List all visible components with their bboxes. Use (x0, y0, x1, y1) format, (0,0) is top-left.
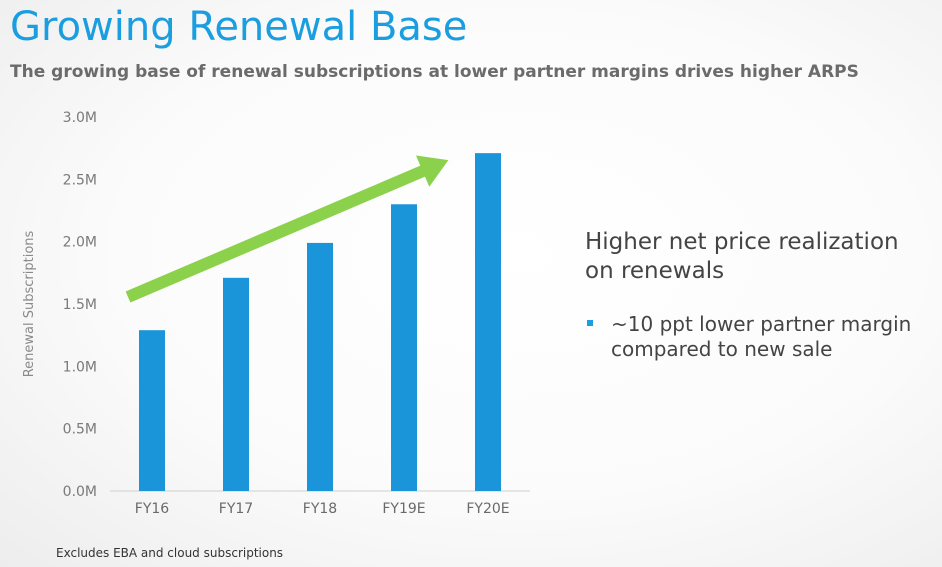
y-tick-label: 1.5M (63, 297, 97, 313)
y-tick-label: 3.0M (63, 110, 97, 126)
bar-fy17 (223, 277, 249, 491)
y-tick-label: 2.5M (63, 172, 97, 188)
bullet-square-icon (587, 320, 593, 326)
x-tick-label: FY18 (303, 501, 337, 517)
bullet-text: ~10 ppt lower partner margin compared to… (611, 312, 941, 362)
x-tick-label: FY16 (135, 501, 170, 517)
x-tick-labels: FY16 FY17 FY18 FY19E FY20E (135, 501, 510, 517)
y-tick-label: 2.0M (63, 235, 97, 251)
y-tick-label: 0.5M (63, 422, 97, 438)
bar-fy19e (391, 204, 417, 491)
callout-heading-line-1: Higher net price realization (585, 229, 899, 255)
page-subtitle: The growing base of renewal subscription… (10, 62, 859, 82)
y-tick-labels: 0.0M 0.5M 1.0M 1.5M 2.0M 2.5M 3.0M (63, 110, 97, 500)
bars (139, 153, 501, 492)
trend-arrow-head (416, 155, 449, 187)
page-title: Growing Renewal Base (10, 4, 468, 50)
x-tick-label: FY20E (466, 501, 509, 517)
y-tick-label: 0.0M (63, 484, 97, 500)
callout-heading: Higher net price realization on renewals (585, 228, 935, 286)
x-tick-label: FY19E (382, 501, 425, 517)
bullet-line-2: compared to new sale (611, 337, 833, 361)
y-axis-label: Renewal Subscriptions (22, 230, 37, 377)
trend-arrow (125, 155, 449, 303)
trend-arrow-shaft (125, 162, 433, 303)
y-tick-label: 1.0M (63, 359, 97, 375)
bullet-line-1: ~10 ppt lower partner margin (611, 312, 912, 336)
x-tick-label: FY17 (219, 501, 253, 517)
bar-fy18 (307, 242, 333, 491)
footnote: Excludes EBA and cloud subscriptions (56, 546, 284, 560)
bar-fy20e (475, 153, 501, 492)
callout-heading-line-2: on renewals (585, 258, 725, 284)
bar-fy16 (139, 330, 165, 491)
